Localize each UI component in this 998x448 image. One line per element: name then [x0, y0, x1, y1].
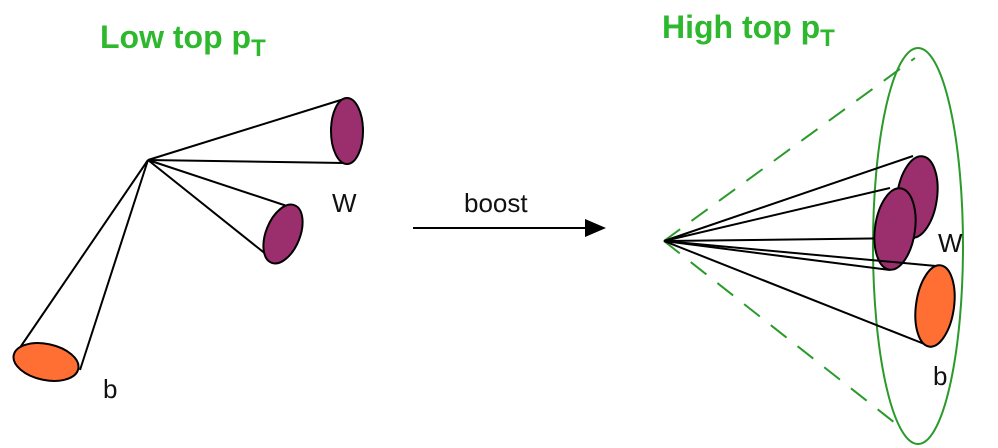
boost-label: boost	[464, 188, 528, 218]
w-jet-cone-lower	[147, 159, 304, 265]
w-jet-lower-cap	[262, 203, 304, 265]
boost-arrow: boost	[413, 188, 606, 237]
b-subjet	[663, 240, 956, 348]
w-subjet-front-cap	[873, 187, 917, 271]
fat-jet-ellipse	[872, 47, 964, 445]
high-pt-title: High top pT	[662, 9, 835, 52]
low-pt-decay: W b	[12, 97, 364, 404]
low-pt-title: Low top pT	[100, 19, 266, 62]
w-jet-cone-upper	[147, 97, 364, 165]
b-label-right: b	[933, 361, 947, 391]
b-jet-cone	[12, 159, 149, 382]
w-subjet-front	[663, 187, 917, 271]
w-jet-upper-cap	[330, 97, 364, 165]
fat-jet-dashed-upper	[663, 57, 916, 242]
b-jet-cap	[12, 342, 80, 382]
w-label-right: W	[938, 228, 963, 258]
arrow-head	[585, 219, 606, 237]
b-label-left: b	[103, 374, 117, 404]
high-pt-decay: W b	[663, 47, 964, 445]
b-subjet-cap	[914, 264, 956, 348]
w-label-left: W	[332, 188, 357, 218]
fat-jet-dashed-lower	[663, 240, 896, 424]
